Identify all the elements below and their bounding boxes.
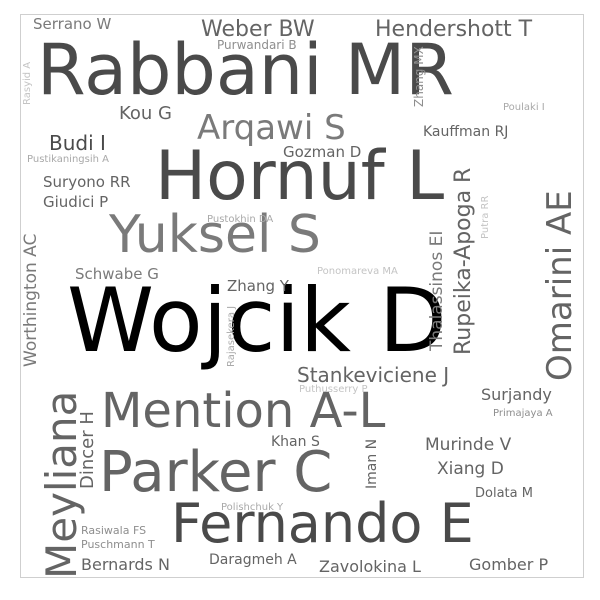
word-rasyid: Rasyid A (22, 61, 33, 105)
word-zavolokina: Zavolokina L (319, 557, 421, 576)
word-giudici: Giudici P (43, 193, 109, 211)
word-surjandy: Surjandy (481, 385, 552, 404)
word-rupeika: Rupeika-Apoga R (451, 167, 476, 355)
word-puschmann: Puschmann T (81, 538, 155, 551)
word-purwandari: Purwandari B (217, 38, 297, 52)
word-puthusserry: Puthusserry P (299, 384, 368, 395)
word-bernards: Bernards N (81, 555, 170, 574)
word-rajasekera: Rajasekera J (226, 305, 237, 367)
word-parker: Parker C (99, 440, 333, 505)
word-arqawi: Arqawi S (197, 108, 346, 148)
word-serrano: Serrano W (33, 15, 112, 33)
word-zhang-mx: Zhang MX (412, 46, 426, 107)
word-yuksel: Yuksel S (109, 205, 321, 265)
word-murinde: Murinde V (425, 435, 512, 455)
word-fernando: Fernando E (171, 492, 474, 555)
word-polishchuk: Polishchuk Y (221, 502, 284, 513)
word-mention: Mention A-L (101, 383, 386, 439)
word-daragmeh: Daragmeh A (209, 552, 297, 568)
word-primajaya: Primajaya A (493, 408, 553, 419)
word-budi: Budi I (49, 131, 106, 155)
word-zhang-y: Zhang Y (227, 277, 289, 295)
word-rabbani: Rabbani MR (37, 29, 454, 111)
word-hendershott: Hendershott T (375, 17, 533, 42)
word-suryono: Suryono RR (43, 173, 131, 191)
word-kauffman: Kauffman RJ (423, 124, 509, 140)
word-wojcik: Wojcik D (67, 269, 447, 372)
word-worthington: Worthington AC (21, 233, 41, 367)
word-weber: Weber BW (201, 17, 315, 42)
word-dincer: Dincer H (77, 411, 98, 489)
word-gozman: Gozman D (283, 143, 362, 161)
word-pustokhin: Pustokhin DA (207, 214, 274, 225)
word-iman: Iman N (364, 438, 380, 489)
word-schwabe: Schwabe G (75, 265, 159, 283)
word-putra: Putra RR (480, 195, 491, 239)
word-poulaki: Poulaki I (503, 102, 545, 113)
word-rasiwala: Rasiwala FS (81, 524, 147, 537)
word-cloud: Wojcik D Rabbani MR Hornuf L Fernando E … (20, 14, 584, 578)
word-hornuf: Hornuf L (155, 137, 445, 216)
word-khan: Khan S (271, 434, 320, 450)
word-pustikaningsih: Pustikaningsih A (27, 154, 109, 165)
word-kou: Kou G (119, 103, 172, 124)
word-omarini: Omarini AE (540, 190, 580, 381)
word-xiang: Xiang D (437, 459, 504, 479)
word-ponomareva: Ponomareva MA (317, 266, 398, 277)
word-stankeviciene: Stankeviciene J (297, 363, 450, 387)
word-thalassinos: Thalassinos EI (427, 230, 447, 351)
word-gomber: Gomber P (469, 555, 549, 574)
word-dolata: Dolata M (475, 486, 533, 501)
